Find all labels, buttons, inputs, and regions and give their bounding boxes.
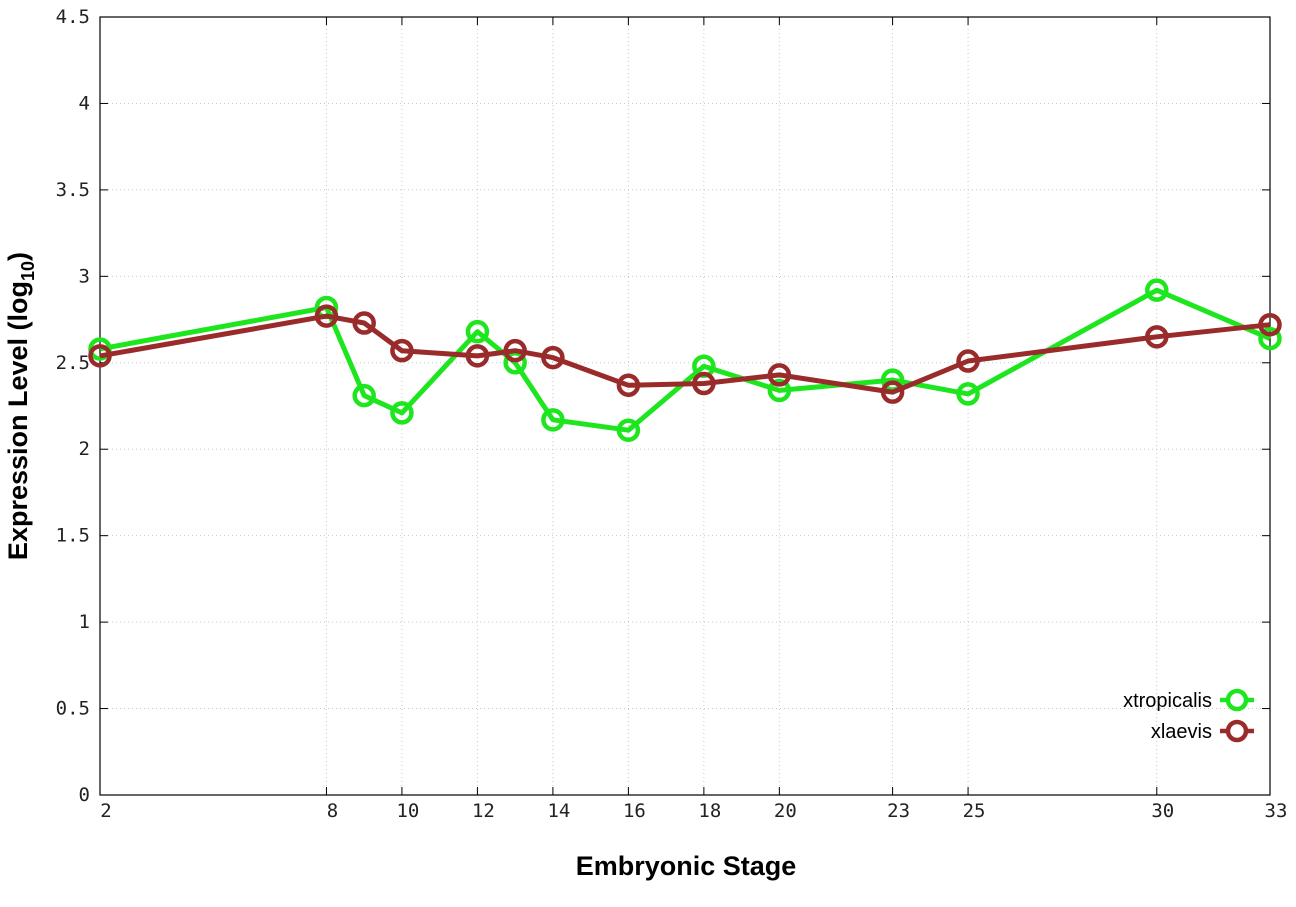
y-tick-label: 2 <box>79 438 90 460</box>
y-tick-label: 4 <box>79 92 90 114</box>
series-xlaevis <box>88 304 1282 404</box>
x-tick-label: 14 <box>547 800 570 822</box>
data-point-xlaevis <box>692 371 716 396</box>
legend: xtropicalis xlaevis <box>1123 688 1254 743</box>
x-tick-label: 2 <box>100 800 111 822</box>
data-point-xtropicalis <box>956 382 980 406</box>
data-point-xtropicalis <box>1258 326 1282 351</box>
data-point-xtropicalis <box>88 337 112 361</box>
series-line-xtropicalis <box>99 287 1271 433</box>
series-lines <box>88 278 1282 442</box>
y-tick-label: 0 <box>79 784 90 806</box>
x-tick-label: 33 <box>1265 800 1288 822</box>
x-tick-label: 8 <box>327 800 338 822</box>
data-point-xtropicalis <box>390 401 414 425</box>
y-tick-labels: 0 0.5 1 1.5 2 2.5 3 3.5 4 4.5 <box>56 6 90 806</box>
x-tick-labels: 2 8 10 12 14 16 18 20 23 25 30 33 <box>100 800 1287 822</box>
data-point-xtropicalis <box>352 383 376 408</box>
y-axis-title: Expression Level (log10) <box>3 252 38 560</box>
x-axis-title: Embryonic Stage <box>576 851 797 881</box>
y-tick-label: 1.5 <box>56 525 90 547</box>
x-tick-label: 10 <box>396 800 419 822</box>
x-tick-label: 20 <box>774 800 797 822</box>
x-tick-label: 18 <box>698 800 721 822</box>
data-point-xlaevis <box>503 338 527 363</box>
data-point-xlaevis <box>541 345 565 370</box>
data-point-xlaevis <box>390 338 414 363</box>
data-point-xtropicalis <box>503 351 527 375</box>
data-point-xtropicalis <box>465 319 490 344</box>
y-axis-title-main: Expression Level (log <box>3 281 33 560</box>
data-point-xtropicalis <box>541 408 565 432</box>
legend-swatch-xlaevis-marker <box>1225 719 1249 743</box>
plot-frame <box>99 16 1271 796</box>
legend-label-xlaevis: xlaevis <box>1151 721 1212 743</box>
data-point-xlaevis <box>880 380 905 404</box>
x-tick-label: 16 <box>623 800 646 822</box>
legend-label-xtropicalis: xtropicalis <box>1123 690 1212 712</box>
y-tick-label: 0.5 <box>56 698 90 720</box>
data-point-xlaevis <box>88 344 112 368</box>
y-tick-label: 3.5 <box>56 179 90 201</box>
y-tick-label: 4.5 <box>56 6 90 28</box>
data-point-xlaevis <box>616 373 641 398</box>
legend-swatch-xtropicalis-marker <box>1225 688 1249 712</box>
data-point-xlaevis <box>1258 312 1282 337</box>
y-tick-label: 2.5 <box>56 352 90 374</box>
axis-ticks <box>99 16 1271 796</box>
data-point-xtropicalis <box>1145 278 1169 302</box>
x-tick-label: 12 <box>472 800 495 822</box>
data-point-xtropicalis <box>767 378 792 403</box>
data-point-xlaevis <box>314 304 339 328</box>
data-point-xlaevis <box>465 344 490 368</box>
series-xtropicalis <box>88 278 1282 442</box>
grid-lines <box>100 17 1270 795</box>
y-axis-title-close: ) <box>3 252 33 261</box>
x-tick-label: 25 <box>963 800 986 822</box>
y-tick-label: 1 <box>79 611 90 633</box>
data-point-xlaevis <box>767 363 792 387</box>
y-tick-label: 3 <box>79 265 90 287</box>
legend-entry-xlaevis: xlaevis <box>1151 719 1254 743</box>
legend-entry-xtropicalis: xtropicalis <box>1123 688 1254 712</box>
x-tick-label: 30 <box>1151 800 1174 822</box>
y-axis-title-subscript: 10 <box>18 261 38 281</box>
data-point-xlaevis <box>956 349 980 373</box>
x-tick-label: 23 <box>887 800 910 822</box>
data-point-xlaevis <box>352 311 376 335</box>
data-point-xlaevis <box>1145 325 1169 349</box>
data-point-xtropicalis <box>616 418 641 442</box>
